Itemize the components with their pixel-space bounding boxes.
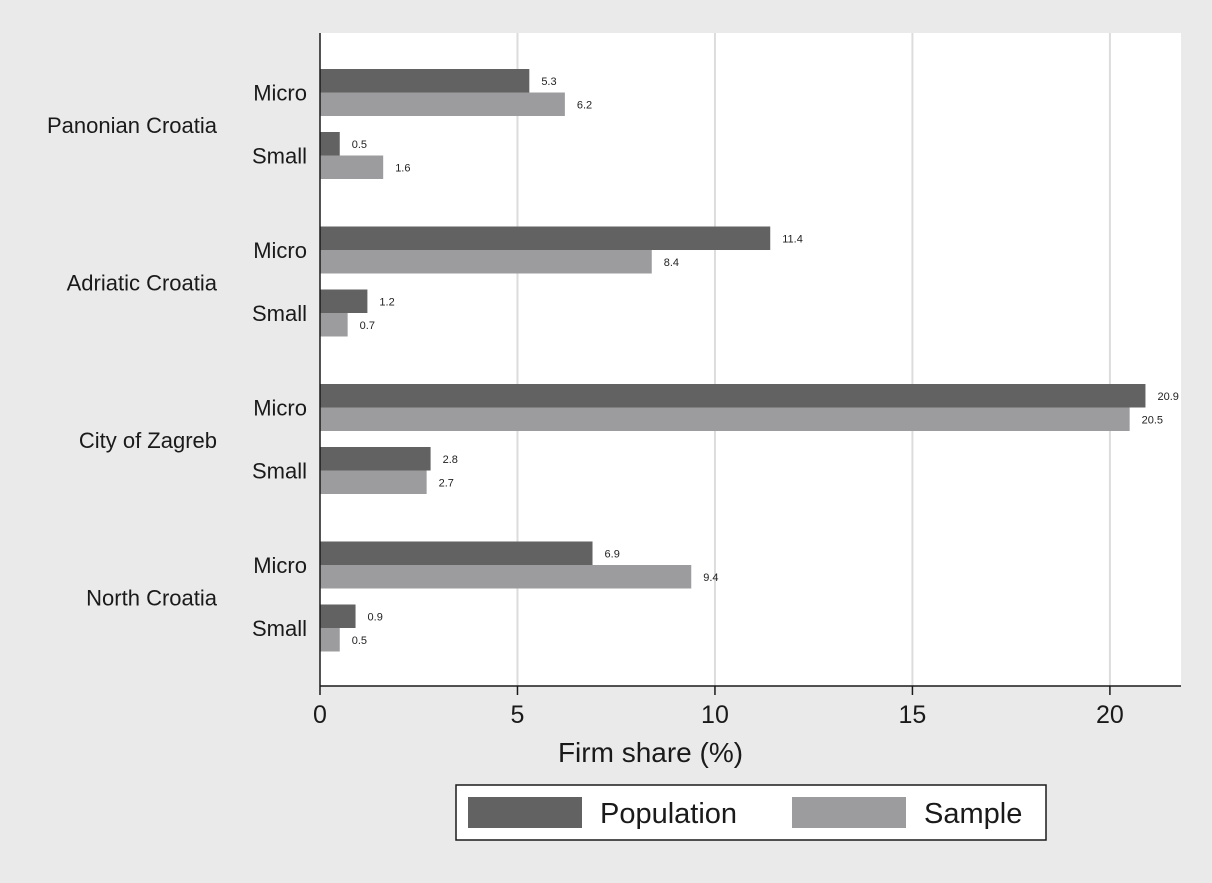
data-label: 20.9	[1157, 391, 1178, 403]
x-tick-label: 20	[1096, 701, 1124, 729]
subgroup-label: Micro	[253, 396, 307, 421]
data-label: 9.4	[703, 572, 718, 584]
label-layer: 5.3 6.2 Micro 0.5 1.6 Small Panonian Croatia 11…	[47, 76, 1179, 647]
data-label: 5.3	[541, 76, 556, 88]
legend-label-population: Population	[600, 798, 737, 830]
group-label: North Croatia	[86, 586, 218, 611]
subgroup-label: Small	[252, 301, 307, 326]
group-label: Adriatic Croatia	[67, 271, 218, 296]
bar-population	[320, 541, 593, 565]
data-label: 1.2	[379, 296, 394, 308]
bar-sample	[320, 250, 652, 274]
data-label: 6.9	[605, 548, 620, 560]
subgroup-label: Small	[252, 459, 307, 484]
bar-population	[320, 384, 1146, 408]
bar-population	[320, 604, 356, 628]
data-label: 2.8	[443, 454, 458, 466]
data-label: 2.7	[439, 477, 454, 489]
bar-sample	[320, 628, 340, 652]
bar-sample	[320, 313, 348, 337]
subgroup-label: Small	[252, 144, 307, 169]
subgroup-label: Micro	[253, 238, 307, 263]
bar-sample	[320, 407, 1130, 431]
data-label: 8.4	[664, 257, 679, 269]
data-label: 6.2	[577, 99, 592, 111]
subgroup-label: Micro	[253, 81, 307, 106]
legend-swatch-sample	[792, 797, 906, 828]
data-label: 0.5	[352, 635, 367, 647]
legend-swatch-population	[468, 797, 582, 828]
x-tick-label: 5	[511, 701, 525, 729]
data-label: 20.5	[1142, 414, 1163, 426]
x-tick-label: 10	[701, 701, 729, 729]
group-label: City of Zagreb	[79, 428, 217, 453]
bar-sample	[320, 565, 692, 589]
group-label: Panonian Croatia	[47, 113, 218, 138]
bar-population	[320, 289, 368, 313]
bar-population	[320, 226, 771, 250]
legend: Population Sample	[455, 784, 1047, 841]
bar-sample	[320, 155, 384, 179]
axis-layer: 0 5 10 15 20	[313, 33, 1181, 729]
bar-population	[320, 132, 340, 156]
subgroup-label: Small	[252, 616, 307, 641]
bar-sample	[320, 92, 565, 116]
x-tick-label: 15	[899, 701, 927, 729]
bar-sample	[320, 470, 427, 494]
x-axis-title: Firm share (%)	[558, 737, 743, 768]
legend-label-sample: Sample	[924, 798, 1022, 830]
x-tick-label: 0	[313, 701, 327, 729]
data-label: 0.7	[360, 320, 375, 332]
data-label: 0.5	[352, 139, 367, 151]
bar-population	[320, 69, 530, 93]
data-label: 0.9	[368, 611, 383, 623]
bar-population	[320, 447, 431, 471]
data-label: 1.6	[395, 162, 410, 174]
subgroup-label: Micro	[253, 553, 307, 578]
data-label: 11.4	[782, 233, 803, 245]
bar-layer	[320, 69, 1146, 652]
